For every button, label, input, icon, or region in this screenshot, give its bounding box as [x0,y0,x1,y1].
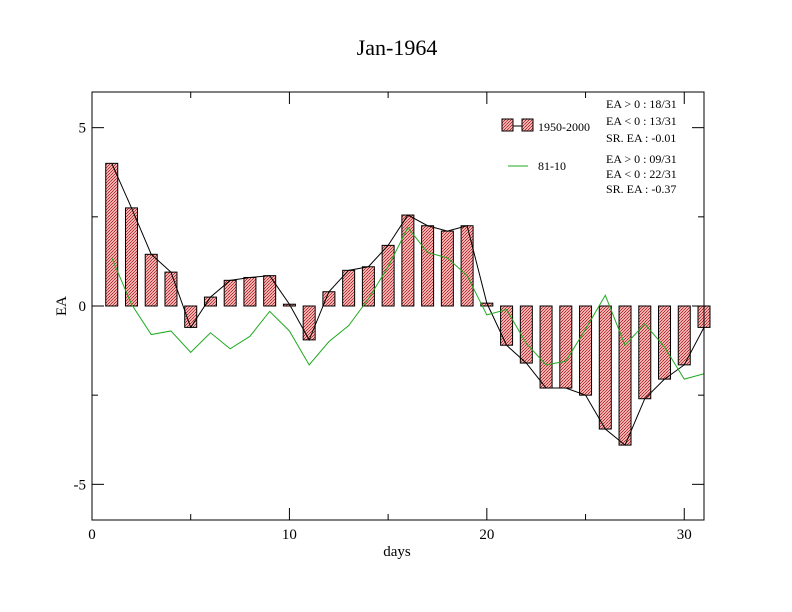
bar-day-14 [361,266,375,307]
bar-day-1 [105,162,119,307]
legend-stat-81-10-neg: EA < 0 : 22/31 [606,167,677,181]
bar-day-21 [500,305,514,346]
bar-day-17 [421,225,435,307]
y-axis-ticks: -5 0 5 [74,121,704,493]
line-series-group [111,163,705,446]
y-tick-label: -5 [74,477,87,493]
bar-day-22 [519,305,533,364]
bar-day-9 [263,275,277,307]
bar-day-26 [598,305,612,430]
bar-day-18 [440,230,454,307]
bar-day-24 [559,305,573,389]
bar-day-16 [401,214,415,307]
x-tick-label: 10 [282,527,297,543]
x-tick-label: 0 [88,527,96,543]
bar-day-2 [124,207,138,307]
bar-day-4 [164,271,178,307]
y-tick-label: 5 [79,121,87,137]
legend-stat-81-10-pos: EA > 0 : 09/31 [606,152,677,166]
bar-day-28 [638,305,652,400]
x-axis-label: days [383,544,411,560]
y-axis-label: EA [54,296,70,316]
legend-stat-1950-2000-pos: EA > 0 : 18/31 [606,97,677,111]
x-tick-label: 20 [479,527,494,543]
line-series-81-10 [111,226,705,380]
bar-day-25 [579,305,593,396]
bar-day-8 [243,276,257,307]
chart-title: Jan-1964 [357,35,438,60]
y-tick-label: 0 [79,299,87,315]
legend-bar-swatch [501,118,534,132]
bar-day-12 [322,291,336,307]
line-series-1950-2000 [111,163,705,446]
legend: 1950-2000 EA > 0 : 18/31 EA < 0 : 13/31 … [501,97,677,196]
bar-day-13 [342,269,356,307]
legend-stat-1950-2000-neg: EA < 0 : 13/31 [606,114,677,128]
bar-day-3 [144,253,158,307]
bar-series-1950-2000 [105,162,711,446]
legend-stat-1950-2000-sr: SR. EA : -0.01 [606,131,676,145]
bar-day-27 [618,305,632,446]
bar-day-11 [302,305,316,341]
bar-day-15 [381,244,395,307]
legend-label-81-10: 81-10 [538,159,566,173]
x-axis-ticks: 0 10 20 30 [88,92,692,543]
bar-day-23 [539,305,553,389]
x-tick-label: 30 [677,527,692,543]
bar-day-19 [460,225,474,307]
bar-day-6 [203,296,217,307]
legend-stat-81-10-sr: SR. EA : -0.37 [606,182,676,196]
legend-label-1950-2000: 1950-2000 [538,120,590,134]
